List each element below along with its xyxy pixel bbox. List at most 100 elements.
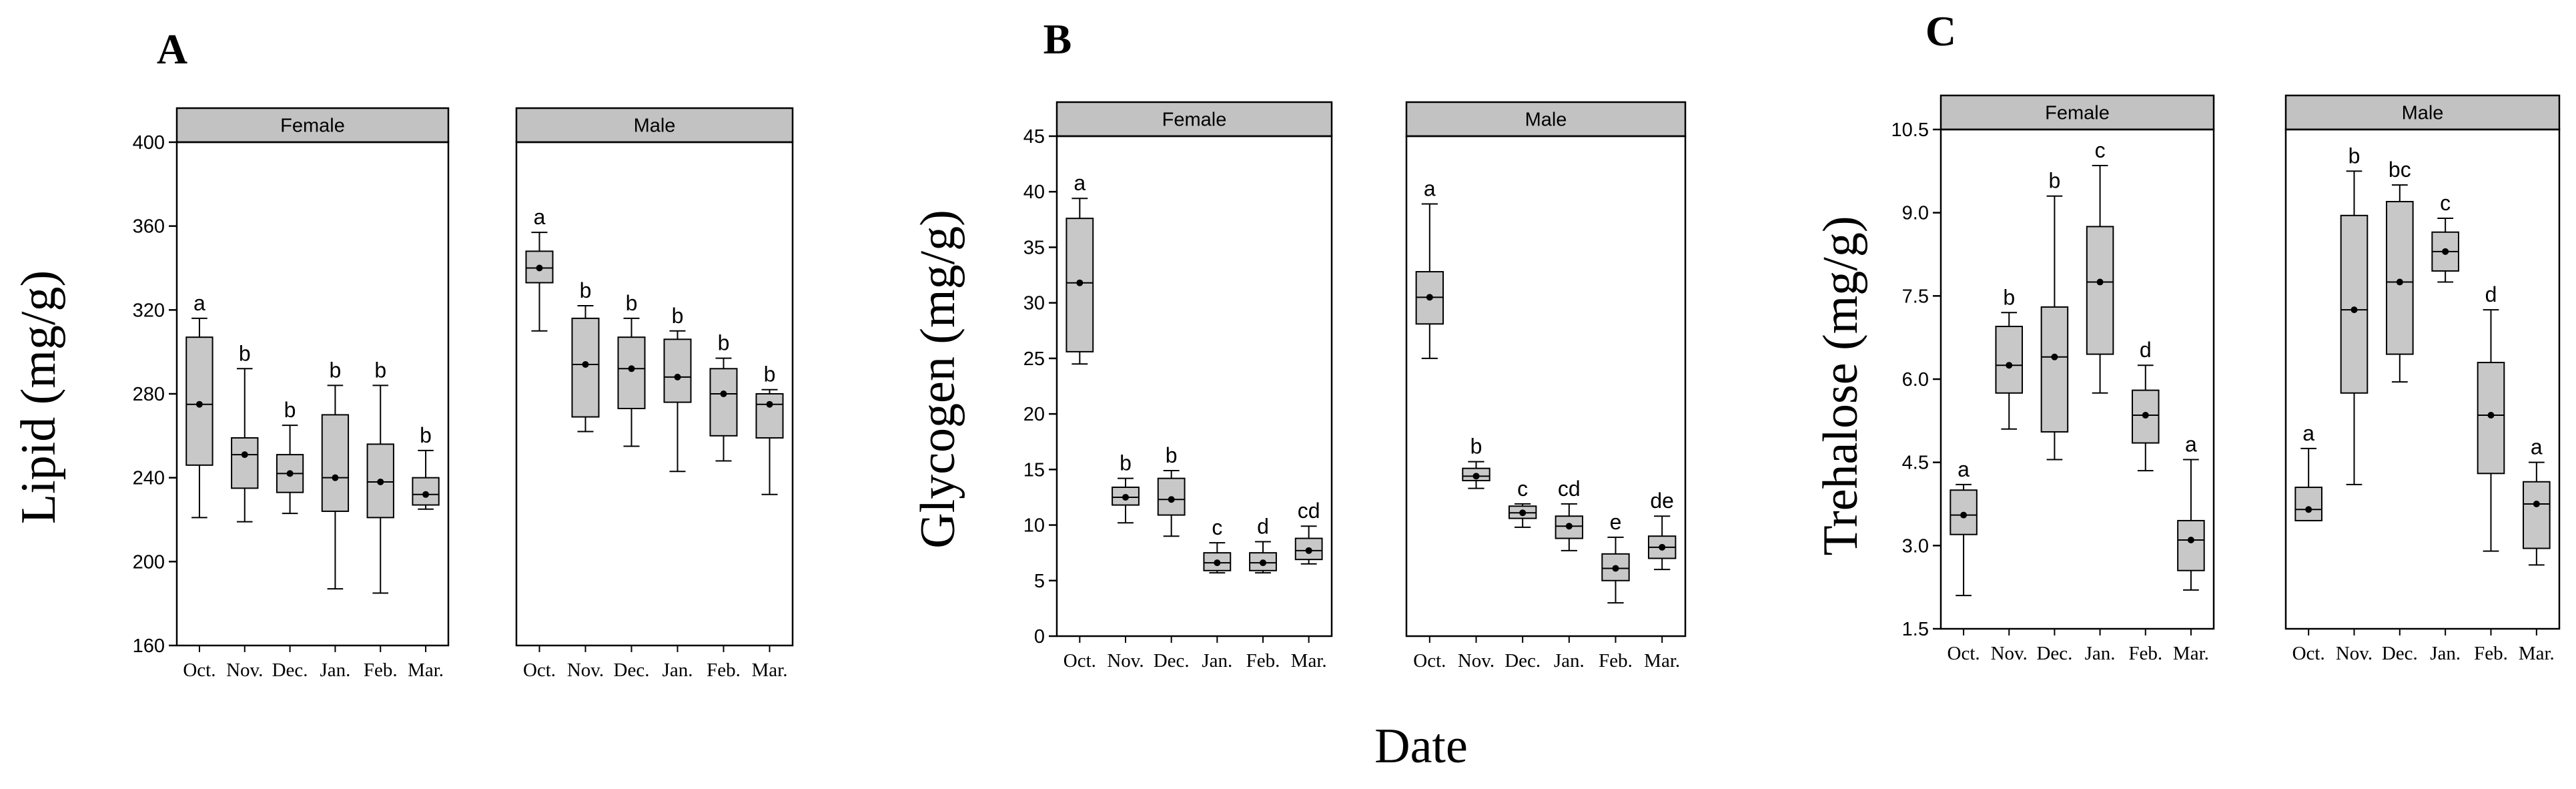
x-tick-label: Dec. <box>1505 650 1541 672</box>
box-body <box>1294 537 1323 561</box>
y-tick-label: 35 <box>1023 237 1045 258</box>
y-tick-label: 10 <box>1023 515 1045 537</box>
box-dec: bc Dec. <box>2382 158 2418 664</box>
mean-point <box>2187 537 2194 544</box>
mean-point <box>2487 412 2495 419</box>
panel-b: B Glycogen (mg/g) 0 5 10 15 20 25 30 35 40 45 Female… <box>911 15 1687 672</box>
x-tick-label: Dec. <box>614 660 650 681</box>
box-jan: b Jan. <box>320 358 350 681</box>
mean-point <box>286 470 294 477</box>
x-tick-label: Nov. <box>567 660 604 681</box>
mean-point <box>628 365 635 372</box>
facet-female: Female a Oct. b Nov. b Dec. c Jan. d Feb. cd Mar. <box>1055 101 1333 672</box>
mean-point <box>2350 306 2358 314</box>
box-body <box>2294 487 2322 521</box>
mean-point <box>582 361 589 368</box>
significance-letter: b <box>2049 169 2061 193</box>
box-body <box>2177 519 2205 571</box>
box-body <box>709 368 738 437</box>
x-tick-label: Oct. <box>523 660 556 681</box>
box-mar: de Mar. <box>1644 489 1680 672</box>
y-axis-label: Lipid (mg/g) <box>11 270 66 524</box>
facet-strip-label: Female <box>280 115 345 137</box>
significance-letter: b <box>1470 435 1482 459</box>
mean-point <box>2096 278 2104 286</box>
mean-point <box>2305 506 2312 513</box>
significance-letter: cd <box>1298 499 1320 523</box>
box-nov: b Nov. <box>1458 435 1494 672</box>
box-body <box>663 338 692 403</box>
box-body <box>321 414 350 512</box>
x-tick-label: Feb. <box>2128 643 2162 664</box>
box-feb: d Feb. <box>2474 282 2508 664</box>
box-body <box>2477 362 2505 475</box>
y-tick-label: 200 <box>133 551 165 573</box>
significance-letter: b <box>330 358 342 382</box>
x-tick-label: Jan. <box>320 660 350 681</box>
mean-point <box>720 390 727 397</box>
facet-male: Male a Oct. b Nov. c Dec. cd Jan. e Feb. de Mar. <box>1405 101 1687 672</box>
x-tick-label: Mar. <box>1291 650 1327 672</box>
box-oct: a Oct. <box>1948 457 1980 664</box>
x-tick-label: Mar. <box>2173 643 2209 664</box>
y-tick-label: 160 <box>133 635 165 657</box>
significance-letter: c <box>2440 191 2451 215</box>
mean-point <box>1565 523 1573 530</box>
y-tick-label: 9.0 <box>1902 203 1929 224</box>
significance-letter: c <box>2095 138 2106 162</box>
significance-letter: b <box>2003 285 2015 309</box>
significance-letter: bc <box>2389 158 2411 182</box>
significance-letter: a <box>2302 421 2314 445</box>
mean-point <box>195 401 203 408</box>
y-tick-label: 15 <box>1023 459 1045 481</box>
facet-strip <box>1940 94 2215 131</box>
facet-strip <box>515 107 794 144</box>
facet-strip-label: Male <box>2402 103 2444 124</box>
mean-point <box>1960 511 1968 519</box>
y-axis-label: Trehalose (mg/g) <box>1813 216 1868 555</box>
mean-point <box>2006 362 2013 369</box>
facet-strip-label: Female <box>2045 103 2110 124</box>
box-mar: cd Mar. <box>1291 499 1327 672</box>
significance-letter: b <box>239 341 251 365</box>
x-tick-label: Dec. <box>1154 650 1190 672</box>
box-mar: b Mar. <box>408 423 444 681</box>
mean-point <box>2442 248 2449 255</box>
mean-point <box>1659 543 1666 551</box>
y-tick-label: 25 <box>1023 348 1045 370</box>
mean-point <box>536 264 543 272</box>
x-tick-label: Jan. <box>1554 650 1585 672</box>
significance-letter: b <box>580 278 592 302</box>
significance-letter: a <box>2531 435 2543 459</box>
y-tick-label: 0 <box>1034 626 1045 647</box>
x-tick-label: Mar. <box>752 660 788 681</box>
mean-point <box>1214 559 1221 567</box>
box-body <box>1249 552 1277 571</box>
facet-strip-label: Female <box>1162 109 1227 131</box>
y-tick-label: 6.0 <box>1902 369 1929 390</box>
panel-c: C Trehalose (mg/g) 1.5 3.0 4.5 6.0 7.5 9.0 10.5 F… <box>1813 7 2561 664</box>
box-feb: b Feb. <box>364 358 398 681</box>
shared-x-axis-label: Date <box>1374 719 1468 774</box>
mean-point <box>1260 559 1266 567</box>
y-tick-label: 360 <box>133 216 165 238</box>
plot-frame <box>2284 128 2561 630</box>
x-tick-label: Feb. <box>1599 650 1633 672</box>
significance-letter: b <box>420 423 432 447</box>
significance-letter: b <box>284 398 296 422</box>
significance-letter: a <box>1424 177 1436 201</box>
x-tick-label: Feb. <box>707 660 741 681</box>
box-body <box>617 336 646 409</box>
significance-letter: a <box>1074 171 1086 195</box>
significance-letter: a <box>1958 457 1970 481</box>
mean-point <box>1472 473 1480 480</box>
box-jan: cd Jan. <box>1554 477 1585 672</box>
plot-frame <box>1405 135 1687 637</box>
facet-strip <box>2284 94 2561 131</box>
box-mar: b Mar. <box>752 362 788 681</box>
y-tick-label: 40 <box>1023 182 1045 203</box>
significance-letter: b <box>1120 451 1132 475</box>
box-body <box>2040 306 2069 433</box>
significance-letter: e <box>1610 510 1622 534</box>
box-jan: c Jan. <box>2430 191 2461 664</box>
